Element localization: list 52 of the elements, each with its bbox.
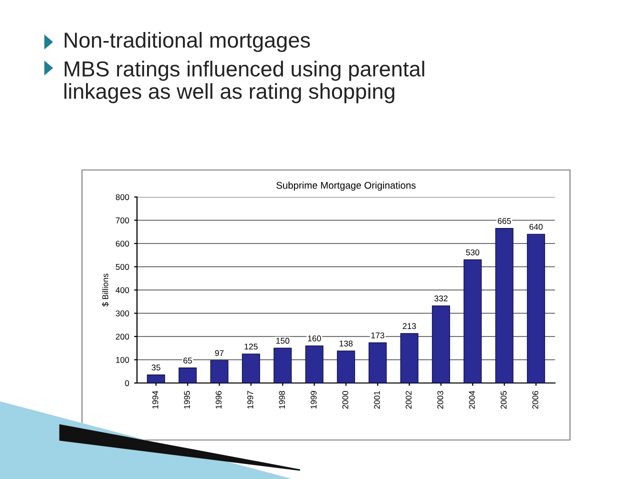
bar <box>210 360 228 383</box>
bar <box>305 345 324 383</box>
bar <box>242 354 260 383</box>
x-tick-label: 2000 <box>342 390 348 409</box>
y-axis-title: $ Billions <box>102 274 109 307</box>
data-label: 65 <box>183 358 192 364</box>
data-label: 640 <box>529 224 543 230</box>
bar <box>274 348 292 383</box>
x-tick-label: 1995 <box>184 390 190 409</box>
x-tick-label: 2001 <box>374 391 380 409</box>
data-label: 125 <box>244 344 258 350</box>
bar <box>400 333 418 383</box>
y-tick-label: 0 <box>125 380 130 386</box>
text: MBS ratings influenced using parental linkages as well as rating shopping <box>64 60 424 104</box>
data-label: 665 <box>498 218 511 224</box>
data-label: 213 <box>402 323 416 330</box>
data-label: 530 <box>466 249 480 256</box>
x-tick-label: 2006 <box>532 391 538 409</box>
x-tick-label: 1994 <box>152 390 158 409</box>
y-tick-label: 200 <box>116 334 130 340</box>
bar <box>336 350 356 383</box>
x-tick-label: 1999 <box>310 391 317 409</box>
x-tick-label: 1998 <box>279 391 285 409</box>
data-label: 97 <box>215 350 224 356</box>
bar <box>495 228 514 383</box>
y-tick-label: 700 <box>116 217 130 224</box>
data-label: 138 <box>340 340 353 346</box>
bar <box>178 368 197 383</box>
data-label: 150 <box>276 338 290 344</box>
x-tick-label: 2002 <box>406 391 412 409</box>
x-tick-label: 1997 <box>247 391 254 409</box>
bar <box>432 305 450 383</box>
y-tick-label: 600 <box>116 240 130 247</box>
data-label: 160 <box>308 335 321 342</box>
y-tick-label: 100 <box>116 356 130 363</box>
data-label: 35 <box>152 364 160 370</box>
data-label: 332 <box>434 295 448 302</box>
text: Non-traditional mortgages <box>64 32 310 52</box>
y-tick-label: 800 <box>116 194 130 200</box>
bar <box>464 259 482 383</box>
bar <box>526 234 546 383</box>
x-tick-label: 2003 <box>437 391 444 409</box>
data-label: 173 <box>371 332 384 338</box>
x-tick-label: 1996 <box>216 391 222 409</box>
x-tick-label: 2004 <box>469 390 475 409</box>
x-tick-label: 2005 <box>500 390 507 409</box>
bar <box>368 342 387 383</box>
bar <box>146 374 166 383</box>
y-tick-label: 500 <box>116 264 130 270</box>
y-tick-label: 300 <box>116 310 130 316</box>
chart-title: Subprime Mortgage Originations <box>276 182 416 191</box>
y-tick-label: 400 <box>116 287 130 294</box>
